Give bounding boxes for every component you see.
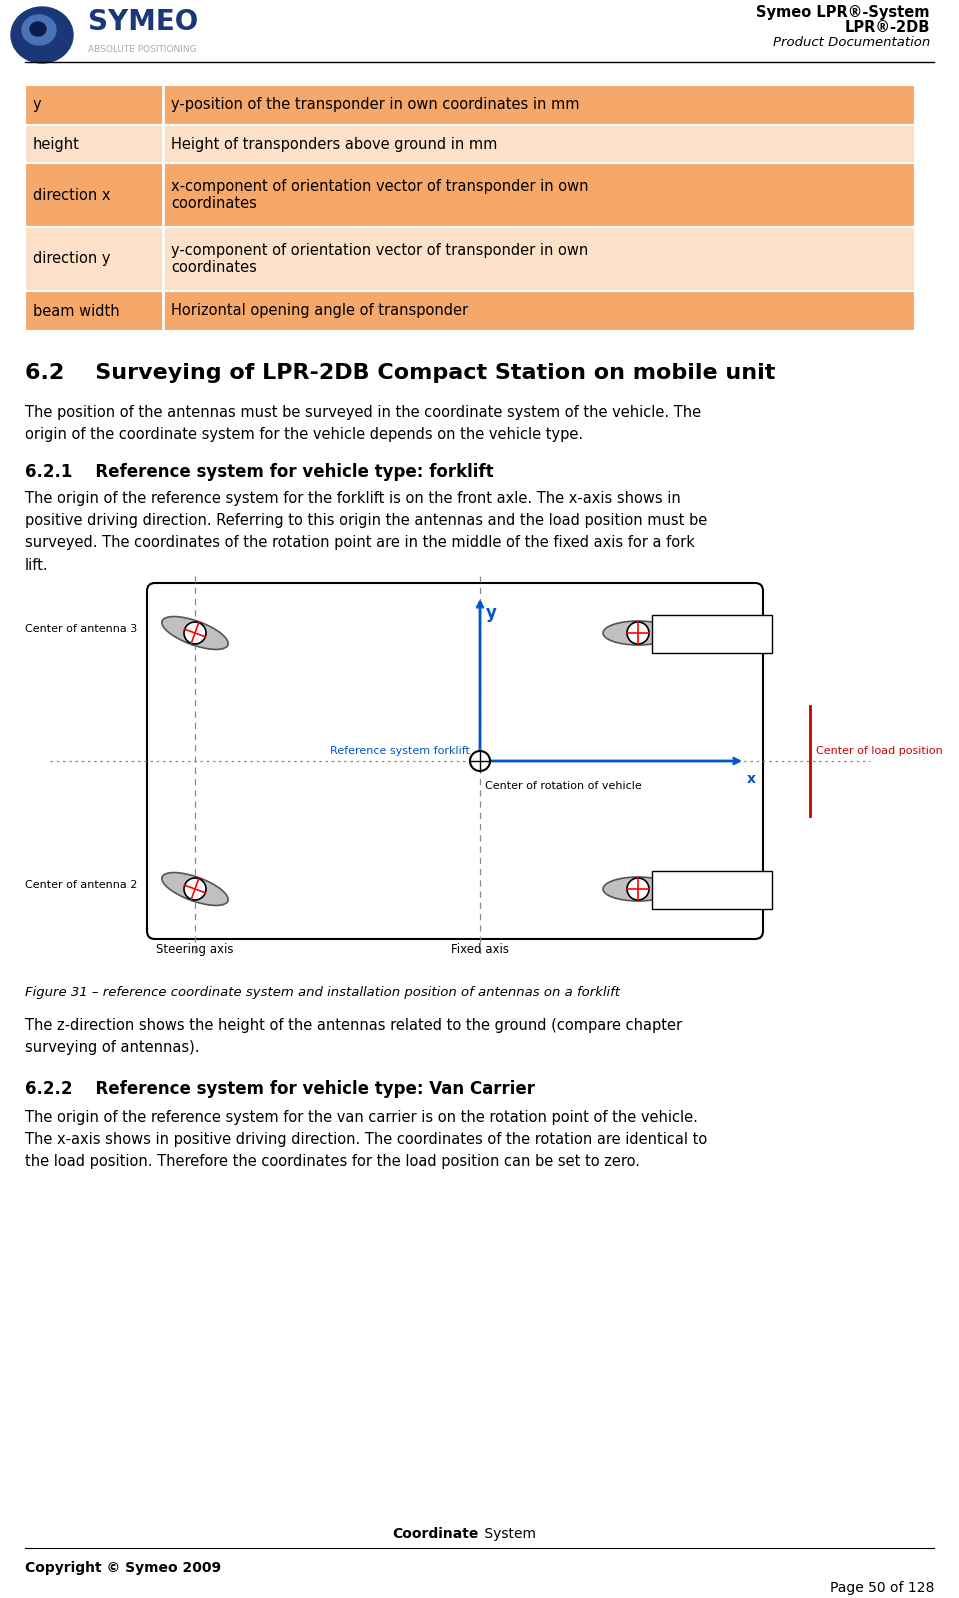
Text: Center of antenna 1: Center of antenna 1: [660, 880, 772, 892]
Text: 6.2    Surveying of LPR-2DB Compact Station on mobile unit: 6.2 Surveying of LPR-2DB Compact Station…: [25, 363, 776, 384]
Text: LPR®-2DB: LPR®-2DB: [845, 19, 930, 35]
Text: Reference system forklift: Reference system forklift: [330, 746, 470, 756]
Text: The origin of the reference system for the van carrier is on the rotation point : The origin of the reference system for t…: [25, 1111, 707, 1170]
Text: Steering axis: Steering axis: [156, 943, 234, 956]
Bar: [25, 227, 915, 291]
Text: x: x: [747, 772, 756, 786]
Text: 6.2.2    Reference system for vehicle type: Van Carrier: 6.2.2 Reference system for vehicle type:…: [25, 1080, 535, 1098]
Text: direction y: direction y: [33, 251, 110, 267]
Text: y-position of the transponder in own coordinates in mm: y-position of the transponder in own coo…: [171, 97, 579, 112]
Text: SYMEO: SYMEO: [88, 8, 199, 37]
Circle shape: [627, 877, 649, 900]
Text: y-component of orientation vector of transponder in own
coordinates: y-component of orientation vector of tra…: [171, 243, 588, 275]
Text: Copyright © Symeo 2009: Copyright © Symeo 2009: [25, 1561, 222, 1576]
Ellipse shape: [162, 617, 228, 649]
Text: Figure 31 – reference coordinate system and installation position of antennas on: Figure 31 – reference coordinate system …: [25, 986, 620, 999]
Bar: [25, 125, 915, 163]
Text: Center of antenna 2: Center of antenna 2: [25, 880, 137, 890]
Text: The z-direction shows the height of the antennas related to the ground (compare : The z-direction shows the height of the …: [25, 1018, 682, 1055]
Circle shape: [627, 622, 649, 644]
Ellipse shape: [22, 14, 56, 45]
Text: y: y: [486, 604, 497, 622]
Ellipse shape: [603, 622, 673, 646]
Text: ABSOLUTE POSITIONING: ABSOLUTE POSITIONING: [88, 45, 197, 54]
Bar: [25, 291, 915, 331]
Text: height: height: [33, 136, 80, 152]
Text: direction x: direction x: [33, 187, 110, 203]
Text: Fixed axis: Fixed axis: [451, 943, 509, 956]
Text: The position of the antennas must be surveyed in the coordinate system of the ve: The position of the antennas must be sur…: [25, 404, 701, 443]
Text: Center of load position: Center of load position: [816, 746, 943, 756]
Text: x-component of orientation vector of transponder in own
coordinates: x-component of orientation vector of tra…: [171, 179, 589, 211]
Bar: [25, 163, 915, 227]
Text: Symeo LPR®-System: Symeo LPR®-System: [757, 5, 930, 21]
Ellipse shape: [162, 873, 228, 906]
Text: Center of rotation of vehicle: Center of rotation of vehicle: [485, 781, 642, 791]
FancyBboxPatch shape: [147, 583, 763, 940]
Circle shape: [184, 622, 206, 644]
Text: The origin of the reference system for the forklift is on the front axle. The x-: The origin of the reference system for t…: [25, 491, 707, 572]
Text: y: y: [33, 97, 41, 112]
Text: beam width: beam width: [33, 304, 120, 318]
Bar: [652, 615, 772, 654]
Circle shape: [184, 877, 206, 900]
Text: Center of antenna 0: Center of antenna 0: [660, 631, 772, 641]
Bar: [25, 85, 915, 125]
Text: System: System: [480, 1528, 536, 1540]
Text: Center of antenna 3: Center of antenna 3: [25, 623, 137, 634]
Text: Horizontal opening angle of transponder: Horizontal opening angle of transponder: [171, 304, 468, 318]
Bar: [652, 871, 772, 909]
Text: Coordinate: Coordinate: [392, 1528, 479, 1540]
Circle shape: [470, 751, 490, 770]
Ellipse shape: [11, 6, 73, 62]
Text: 6.2.1    Reference system for vehicle type: forklift: 6.2.1 Reference system for vehicle type:…: [25, 463, 494, 481]
Text: Product Documentation: Product Documentation: [773, 35, 930, 48]
Ellipse shape: [603, 877, 673, 901]
Text: Height of transponders above ground in mm: Height of transponders above ground in m…: [171, 136, 498, 152]
Text: Page 50 of 128: Page 50 of 128: [830, 1580, 934, 1595]
Ellipse shape: [30, 22, 46, 37]
